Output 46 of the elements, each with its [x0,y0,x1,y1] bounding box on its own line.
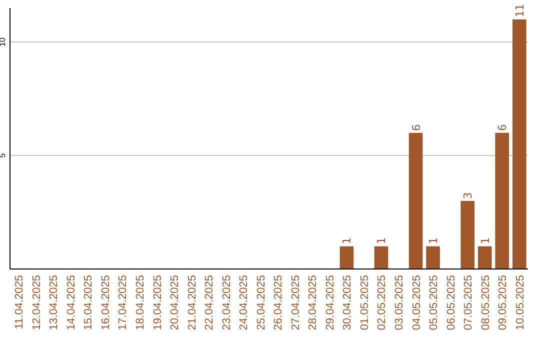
x-tick-label: 26.04.2025 [272,275,285,330]
x-tick-label: 01.05.2025 [358,275,371,330]
x-tick-label: 14.04.2025 [65,275,78,330]
data-label: 1 [340,238,354,244]
x-tick-label: 03.05.2025 [394,275,406,330]
x-tick-label: 16.04.2025 [100,275,112,330]
x-tick-label: 22.04.2025 [204,275,216,330]
x-tick-label: 08.05.2025 [480,275,492,330]
x-tick-label: 05.05.2025 [428,275,440,330]
x-tick-label: 30.04.2025 [342,275,354,330]
x-tick-label: 11.04.2025 [14,275,26,330]
data-label: 6 [496,124,510,131]
data-label: 3 [462,192,475,199]
data-label: 1 [478,238,492,244]
bar [374,246,388,269]
x-tick-label: 19.04.2025 [152,275,164,330]
x-tick-label: 17.04.2025 [117,275,130,330]
bar [495,132,510,269]
x-tick-label: 18.04.2025 [134,275,146,330]
x-tick-label: 21.04.2025 [186,275,198,330]
data-label: 1 [427,238,440,244]
bar [460,200,474,269]
x-tick-label: 28.04.2025 [307,275,320,330]
x-tick-label: 10.05.2025 [514,275,526,330]
x-tick-label: 09.05.2025 [497,275,510,330]
x-tick-label: 15.04.2025 [82,275,95,330]
x-tick-label: 23.04.2025 [220,275,233,330]
bar [408,132,423,269]
x-tick-label: 27.04.2025 [290,275,302,330]
x-tick-label: 24.04.2025 [238,275,250,330]
x-tick-label: 29.04.2025 [324,275,336,330]
x-tick-label: 20.04.2025 [169,275,182,330]
x-tick-label: 04.05.2025 [410,275,423,330]
bar [340,246,354,269]
data-label: 6 [410,124,423,131]
x-tick-label: 02.05.2025 [376,275,388,330]
bar [426,246,440,269]
data-label: 1 [375,238,388,244]
data-label: 11 [513,4,526,18]
bar [478,246,492,269]
x-tick-label: 06.05.2025 [445,275,458,330]
x-tick-label: 13.04.2025 [48,275,60,330]
x-tick-label: 25.04.2025 [255,275,268,330]
bar [512,19,526,269]
x-tick-label: 12.04.2025 [30,275,43,330]
x-tick-label: 07.05.2025 [462,275,475,330]
